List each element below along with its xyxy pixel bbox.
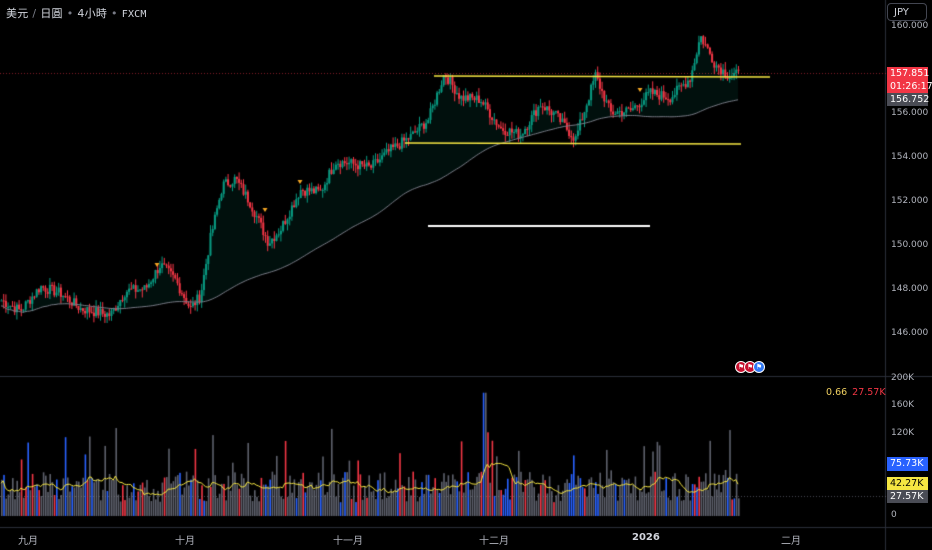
data-source: FXCM	[121, 9, 147, 20]
volume-ma-tag: 42.27K	[887, 477, 928, 490]
time-tick: 十二月	[479, 536, 509, 547]
volume-value-tag: 75.73K	[887, 457, 928, 471]
price-tick: 160.000	[891, 21, 929, 31]
currency-button[interactable]: JPY	[887, 3, 927, 21]
symbol-quote: 日圓	[40, 7, 63, 20]
event-icon[interactable]: ⚑	[753, 361, 765, 373]
current-price-tag: 157.851	[887, 67, 929, 80]
symbol-header[interactable]: 美元 / 日圓 • 4小時 • FXCM	[6, 5, 147, 21]
price-tick: 154.000	[891, 152, 929, 162]
volume-value: 27.57K	[852, 387, 886, 398]
time-tick: 二月	[781, 536, 801, 547]
moving-average-tag: 156.752	[887, 93, 929, 106]
volume-legend: 0.66 27.57K	[826, 387, 886, 398]
volume-tick: 0	[891, 510, 897, 520]
price-tick: 148.000	[891, 284, 929, 294]
volume-ratio: 0.66	[826, 387, 848, 398]
volume-tick: 200K	[891, 373, 915, 383]
price-tick: 146.000	[891, 328, 929, 338]
time-tick: 2026	[632, 532, 660, 543]
dot-separator: •	[66, 7, 74, 20]
pair-separator: /	[32, 7, 37, 20]
volume-tick: 160K	[891, 400, 915, 410]
dot-separator-2: •	[111, 7, 118, 20]
interval-label: 4小時	[77, 7, 108, 20]
time-tick: 十一月	[333, 536, 363, 547]
bar-countdown-tag: 01:26:17	[887, 80, 932, 93]
last-volume-tag: 27.57K	[887, 490, 928, 503]
price-tick: 150.000	[891, 240, 929, 250]
price-tick: 152.000	[891, 196, 929, 206]
time-tick: 十月	[175, 536, 195, 547]
time-tick: 九月	[18, 536, 38, 547]
volume-tick: 120K	[891, 428, 915, 438]
symbol-base: 美元	[6, 7, 29, 20]
price-tick: 156.000	[891, 108, 929, 118]
